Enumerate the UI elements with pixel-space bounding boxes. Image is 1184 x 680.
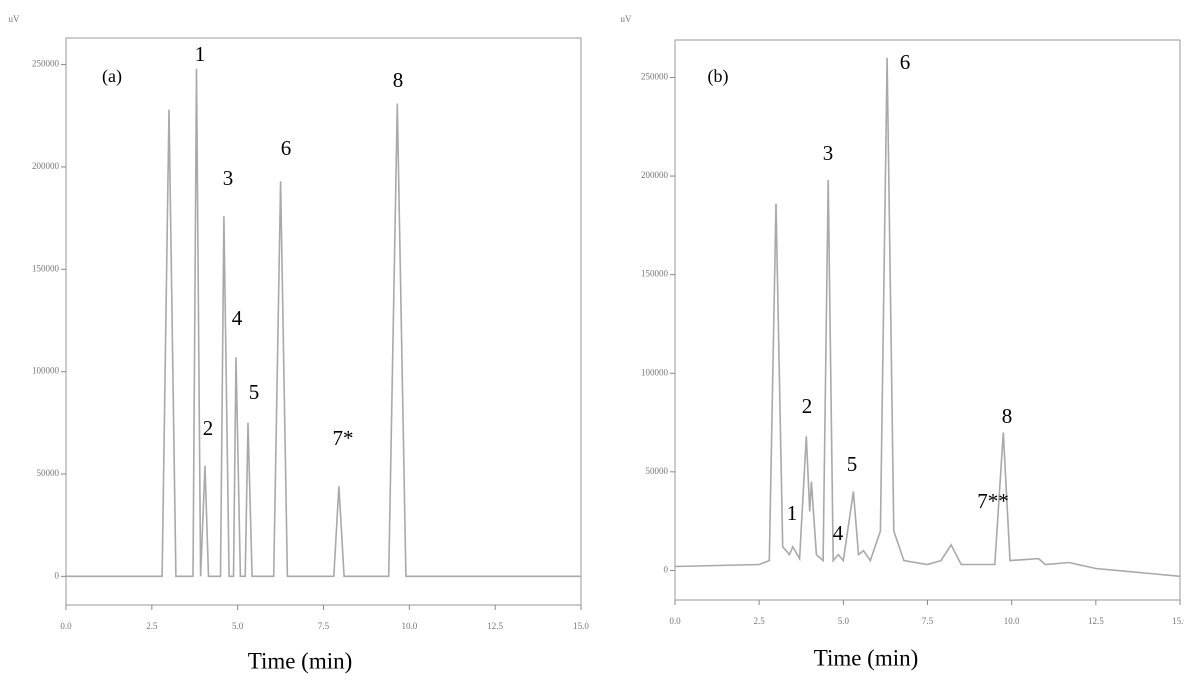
y-tick-label: 150000 (641, 269, 669, 279)
x-tick-label: 7.5 (922, 616, 934, 626)
x-tick-label: 15.0 (1172, 616, 1184, 626)
y-tick-label: 250000 (32, 59, 60, 69)
x-tick-label: 5.0 (838, 616, 850, 626)
panel-label: (b) (708, 66, 729, 87)
peak-label: 2 (802, 394, 813, 418)
peak-label: 8 (393, 68, 404, 92)
x-tick-label: 0.0 (60, 621, 72, 631)
peak-label: 3 (823, 141, 834, 165)
y-tick-label: 250000 (641, 72, 669, 82)
peak-label: 8 (1002, 404, 1013, 428)
peak-label: 5 (249, 380, 260, 404)
peak-label: 6 (281, 136, 292, 160)
y-tick-label: 0 (664, 564, 669, 574)
y-tick-label: 50000 (646, 466, 669, 476)
x-tick-label: 2.5 (754, 616, 766, 626)
plot-frame (674, 39, 1181, 601)
y-tick-label: 50000 (37, 468, 60, 478)
peak-label: 7** (977, 489, 1009, 513)
peak-label: 5 (847, 452, 858, 476)
x-tick-label: 7.5 (318, 621, 330, 631)
peak-label: 3 (223, 166, 234, 190)
x-tick-label: 12.5 (487, 621, 503, 631)
x-tick-label: 2.5 (146, 621, 158, 631)
plot-frame (65, 37, 582, 606)
x-axis-title: Time (min) (814, 645, 919, 670)
x-tick-label: 15.0 (573, 621, 589, 631)
y-tick-label: 200000 (32, 161, 60, 171)
peak-label: 4 (833, 521, 844, 545)
panel-label: (a) (102, 66, 122, 87)
peak-label: 1 (195, 42, 206, 66)
x-tick-label: 10.0 (401, 621, 417, 631)
y-tick-label: 200000 (641, 170, 669, 180)
x-tick-label: 0.0 (669, 616, 681, 626)
x-tick-label: 12.5 (1088, 616, 1104, 626)
peak-label: 7* (333, 426, 354, 450)
peak-label: 1 (787, 501, 798, 525)
y-tick-label: 100000 (32, 366, 60, 376)
chromatogram-trace (674, 57, 1181, 578)
y-tick-label: 100000 (641, 367, 669, 377)
y-axis-unit: uV (621, 14, 633, 24)
chromatogram-trace (66, 68, 581, 578)
peak-label: 2 (203, 416, 214, 440)
x-axis-title: Time (min) (248, 648, 353, 673)
peak-label: 6 (900, 50, 911, 74)
y-tick-label: 150000 (32, 263, 60, 273)
x-tick-label: 10.0 (1004, 616, 1020, 626)
peak-label: 4 (232, 306, 243, 330)
y-axis-unit: uV (9, 14, 21, 24)
x-tick-label: 5.0 (232, 621, 244, 631)
y-tick-label: 0 (55, 570, 60, 580)
